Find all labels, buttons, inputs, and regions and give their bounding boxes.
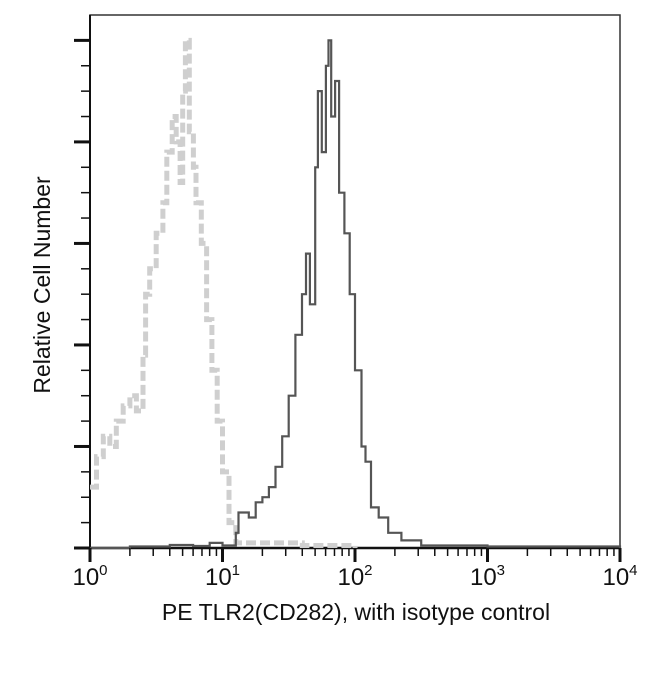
axis-ticks [74,38,622,562]
x-tick-labels: 100 101 102 103 104 [72,562,637,591]
x-tick-label: 100 [72,562,107,591]
x-axis-title: PE TLR2(CD282), with isotype control [162,599,550,625]
y-axis-title: Relative Cell Number [29,176,55,394]
x-tick-label: 103 [470,562,505,591]
series-layer [89,37,622,550]
x-tick-label: 101 [205,562,240,591]
plot-border [89,14,621,549]
plot-frame [89,14,621,550]
isotype-control-histogram [90,37,358,548]
tlr2-histogram [90,39,622,550]
x-tick-label: 104 [602,562,637,591]
x-tick-label: 102 [337,562,372,591]
